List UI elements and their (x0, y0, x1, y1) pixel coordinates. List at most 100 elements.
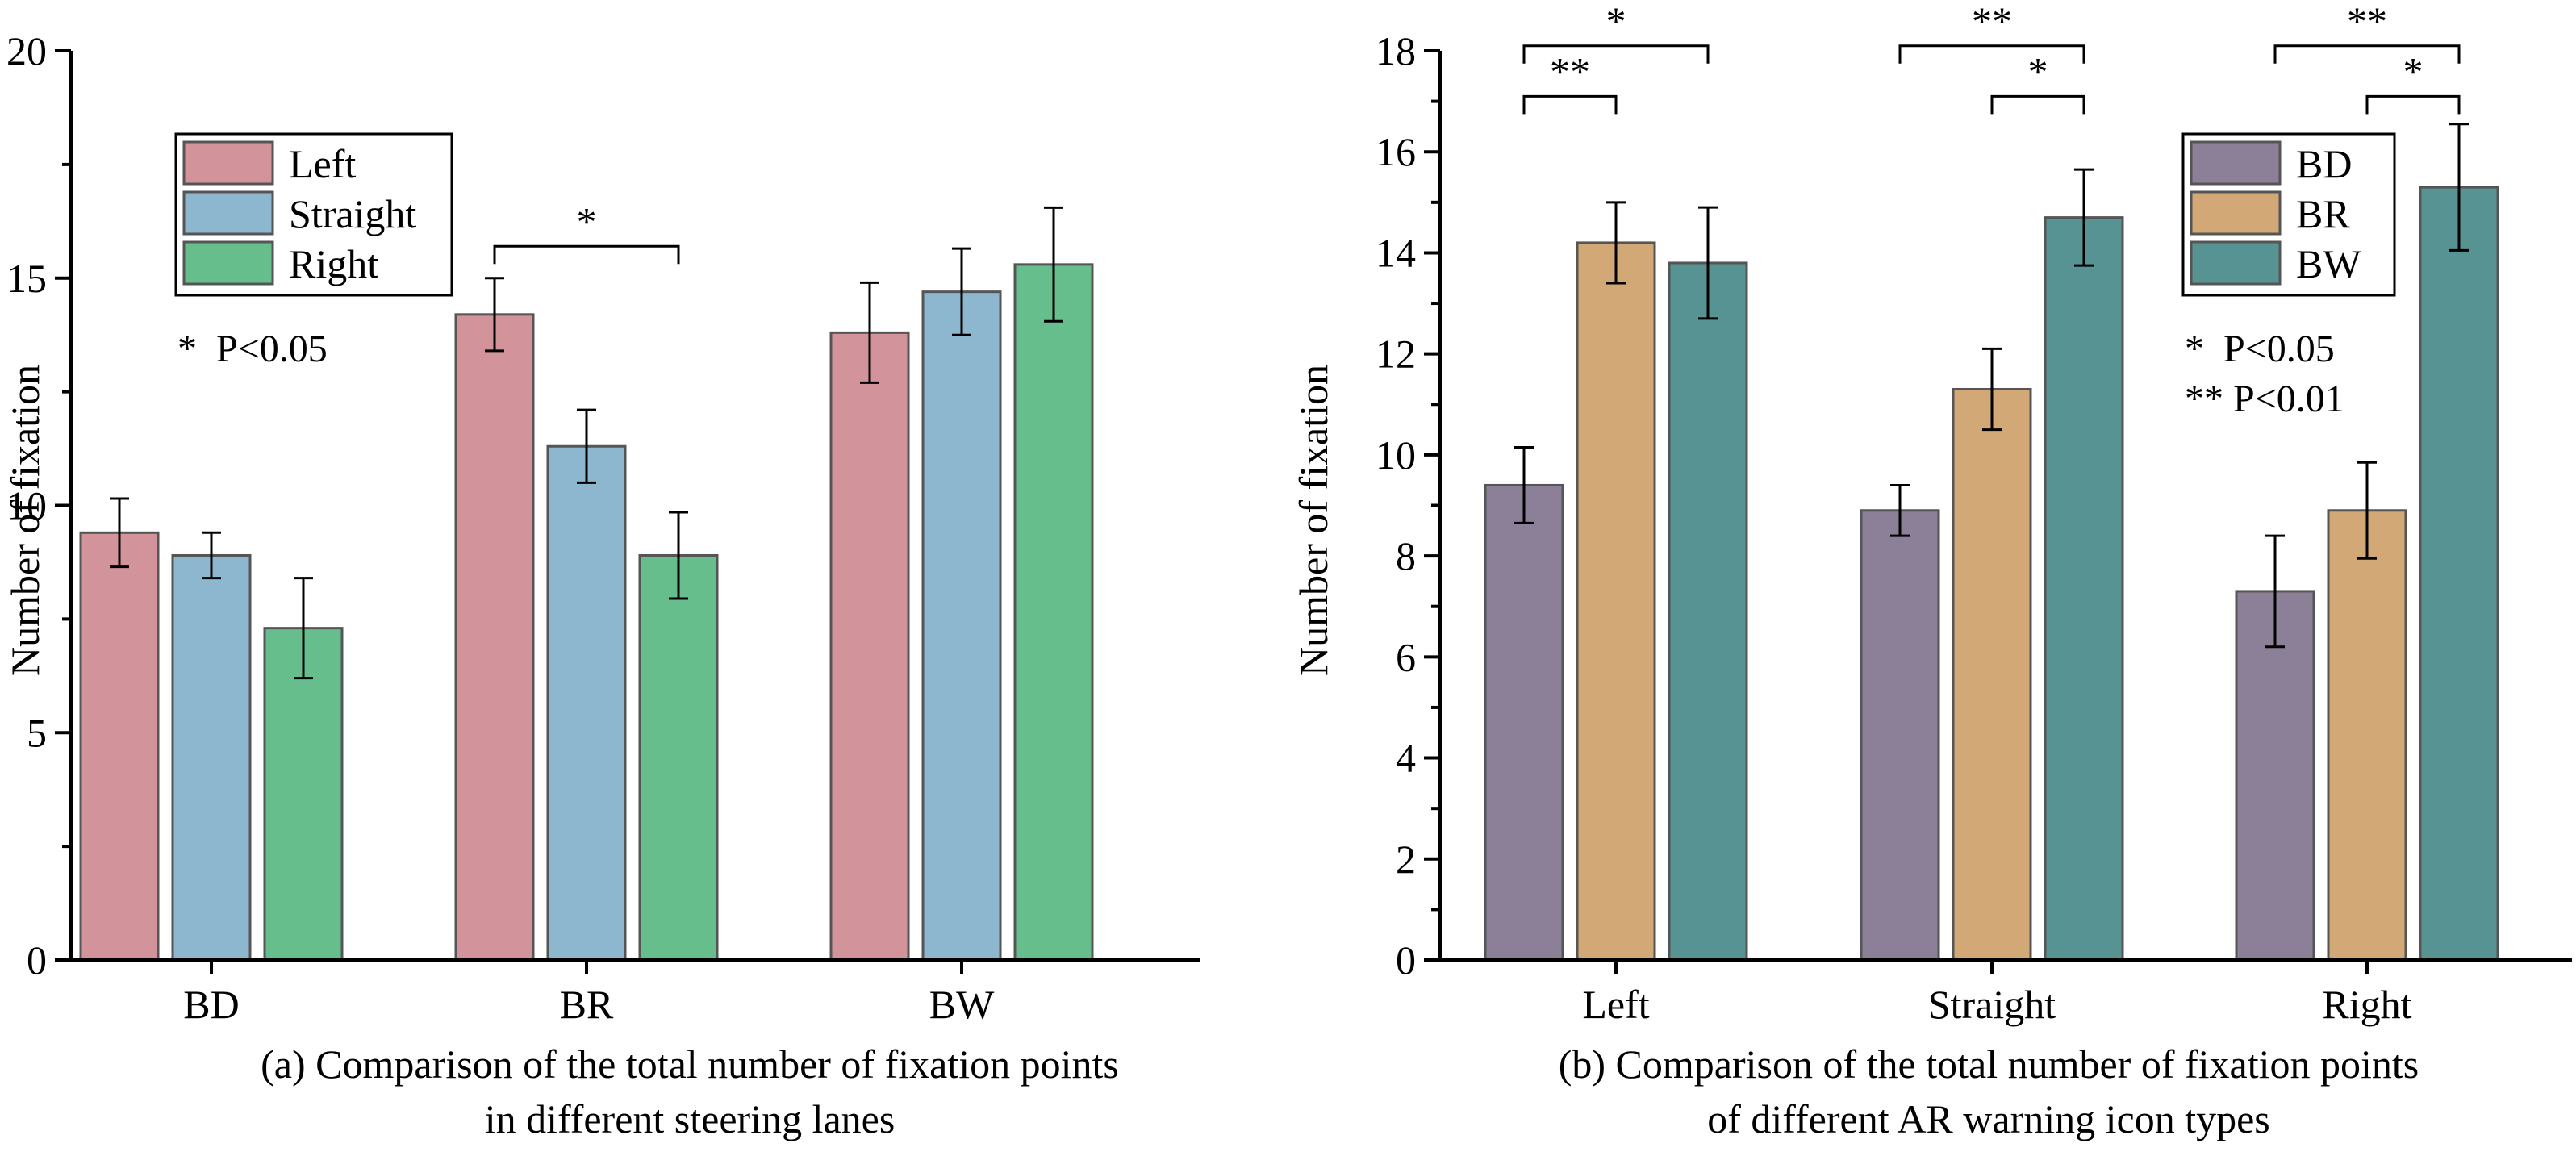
chart-a-error-bar-left-bd (110, 497, 129, 569)
chart-b-significance-label-3: * (2028, 48, 2048, 94)
chart-a-x-tick-label-bd: BD (183, 982, 239, 1027)
chart-a-bar-left-br (454, 313, 535, 962)
chart-b-legend-swatch-br (2190, 190, 2282, 236)
chart-a-significance-label-0: * (577, 198, 597, 244)
chart-b-y-tick-label: 6 (1396, 634, 1416, 679)
chart-b-significance-label-0: * (1606, 0, 1626, 44)
chart-b-ar-icon-types: Number of fixation (b) Comparison of the… (1291, 0, 2572, 1141)
chart-a-bar-left-bd (79, 531, 160, 962)
chart-a-legend: Left Straight Right (174, 132, 453, 297)
chart-b-x-tick-label-right: Right (2322, 982, 2411, 1027)
chart-a-bar-right-br (638, 553, 719, 962)
significance-bracket-line (1898, 44, 2085, 64)
chart-b-error-bar-br-left (1606, 201, 1626, 285)
significance-bracket-line (493, 244, 680, 265)
chart-a-legend-label-straight: Straight (289, 191, 416, 236)
chart-b-y-tick-label: 16 (1376, 129, 1416, 174)
chart-a-y-tick-label: 5 (27, 710, 47, 755)
significance-bracket-line (1522, 44, 1710, 64)
chart-b-y-axis-title: Number of fixation (1291, 365, 1336, 676)
chart-a-error-bar-straight-bd (202, 531, 221, 580)
chart-a-error-bar-right-br (669, 511, 688, 600)
chart-a-x-tick-label-br: BR (560, 982, 614, 1027)
significance-bracket-line (2365, 94, 2461, 115)
chart-a-significance-bracket-0 (493, 244, 680, 265)
chart-b-y-tick-label: 4 (1396, 736, 1416, 781)
chart-b-error-bar-bd-straight (1890, 483, 1910, 537)
chart-b-bar-bw-left (1668, 261, 1748, 962)
chart-b-bar-bd-right (2235, 590, 2315, 962)
chart-a-legend-swatch-left (182, 140, 274, 186)
chart-b-significance-bracket-3 (1990, 94, 2085, 115)
chart-a-legend-label-left: Left (289, 141, 356, 186)
significance-bracket-line (1990, 94, 2085, 115)
chart-b-significance-bracket-4 (2273, 44, 2461, 64)
chart-b-legend-label-bd: BD (2296, 141, 2352, 186)
chart-a-legend-label-right: Right (289, 241, 378, 286)
chart-b-significance-bracket-1 (1522, 94, 1618, 115)
chart-a-bar-straight-bw (921, 290, 1002, 962)
chart-a-significance-note: * P<0.05 (177, 328, 328, 370)
chart-a-bar-left-bw (829, 331, 910, 962)
chart-a-bar-right-bd (263, 627, 344, 962)
chart-b-error-bar-br-straight (1982, 347, 2002, 432)
chart-b-bar-bd-straight (1860, 509, 1940, 962)
chart-b-error-bar-bw-left (1698, 206, 1718, 320)
significance-bracket-line (1522, 94, 1618, 115)
chart-a-y-tick-label: 10 (6, 483, 47, 528)
chart-a-caption-line-1: (a) Comparison of the total number of fi… (261, 1041, 1119, 1087)
significance-bracket-line (2273, 44, 2461, 64)
chart-a-legend-swatch-right (182, 240, 274, 286)
chart-b-significance-note-1: * P<0.05 (2185, 328, 2335, 370)
chart-b-bar-bd-left (1484, 483, 1564, 962)
chart-b-error-bar-br-right (2357, 461, 2377, 560)
chart-b-significance-label-2: ** (1972, 0, 2012, 44)
chart-b-significance-bracket-2 (1898, 44, 2085, 64)
chart-b-caption-line-1: (b) Comparison of the total number of fi… (1559, 1041, 2419, 1087)
chart-b-bar-br-right (2327, 509, 2407, 962)
chart-b-caption-line-2: of different AR warning icon types (1707, 1096, 2270, 1141)
chart-a-error-bar-straight-bw (952, 247, 971, 336)
chart-a-error-bar-right-bw (1044, 206, 1063, 323)
chart-a-y-tick-label: 15 (6, 256, 47, 301)
chart-b-legend-swatch-bw (2190, 240, 2282, 286)
chart-b-y-tick-label: 18 (1376, 28, 1416, 73)
chart-b-bar-br-straight (1952, 387, 2032, 962)
chart-a-error-bar-straight-br (577, 408, 596, 484)
chart-b-error-bar-bw-right (2449, 123, 2469, 252)
chart-b-y-tick-label: 2 (1396, 837, 1416, 882)
chart-b-legend-label-br: BR (2296, 191, 2350, 236)
chart-a-legend-swatch-straight (182, 190, 274, 236)
chart-b-significance-bracket-5 (2365, 94, 2461, 115)
chart-b-bar-bw-right (2419, 186, 2499, 962)
chart-b-y-tick-label: 0 (1396, 937, 1416, 983)
chart-b-bar-br-left (1576, 241, 1656, 962)
chart-b-significance-label-5: * (2403, 48, 2424, 94)
chart-a-x-tick-label-bw: BW (929, 982, 995, 1027)
chart-b-y-tick-label: 8 (1396, 533, 1416, 578)
chart-b-legend-swatch-bd (2190, 140, 2282, 186)
chart-b-y-tick-label: 12 (1376, 332, 1416, 377)
chart-b-bar-bw-straight (2044, 216, 2124, 962)
chart-a-y-tick-label: 20 (6, 28, 47, 73)
chart-a-error-bar-left-bw (860, 281, 879, 384)
chart-b-significance-label-4: ** (2347, 0, 2387, 44)
chart-b-error-bar-bw-straight (2074, 168, 2094, 267)
chart-b-error-bar-bd-left (1514, 445, 1534, 524)
chart-a-y-tick-label: 0 (27, 937, 47, 983)
chart-b-significance-note-2: ** P<0.01 (2185, 378, 2344, 420)
chart-a-bar-straight-br (546, 444, 627, 962)
chart-a-steering-lanes: Number of fixation (a) Comparison of the… (2, 28, 1200, 1141)
chart-b-x-tick-label-straight: Straight (1928, 982, 2056, 1027)
chart-a-bar-straight-bd (171, 553, 252, 962)
chart-b-y-tick-label: 14 (1376, 230, 1416, 275)
chart-b-x-tick-label-left: Left (1582, 982, 1649, 1027)
chart-a-error-bar-right-bd (294, 577, 313, 680)
chart-b-significance-bracket-0 (1522, 44, 1710, 64)
chart-a-y-axis-title: Number of fixation (2, 365, 48, 676)
chart-b-error-bar-bd-right (2265, 534, 2285, 649)
chart-a-bar-right-bw (1013, 263, 1094, 962)
chart-a-error-bar-left-br (485, 277, 504, 353)
chart-b-y-tick-label: 10 (1376, 432, 1416, 478)
